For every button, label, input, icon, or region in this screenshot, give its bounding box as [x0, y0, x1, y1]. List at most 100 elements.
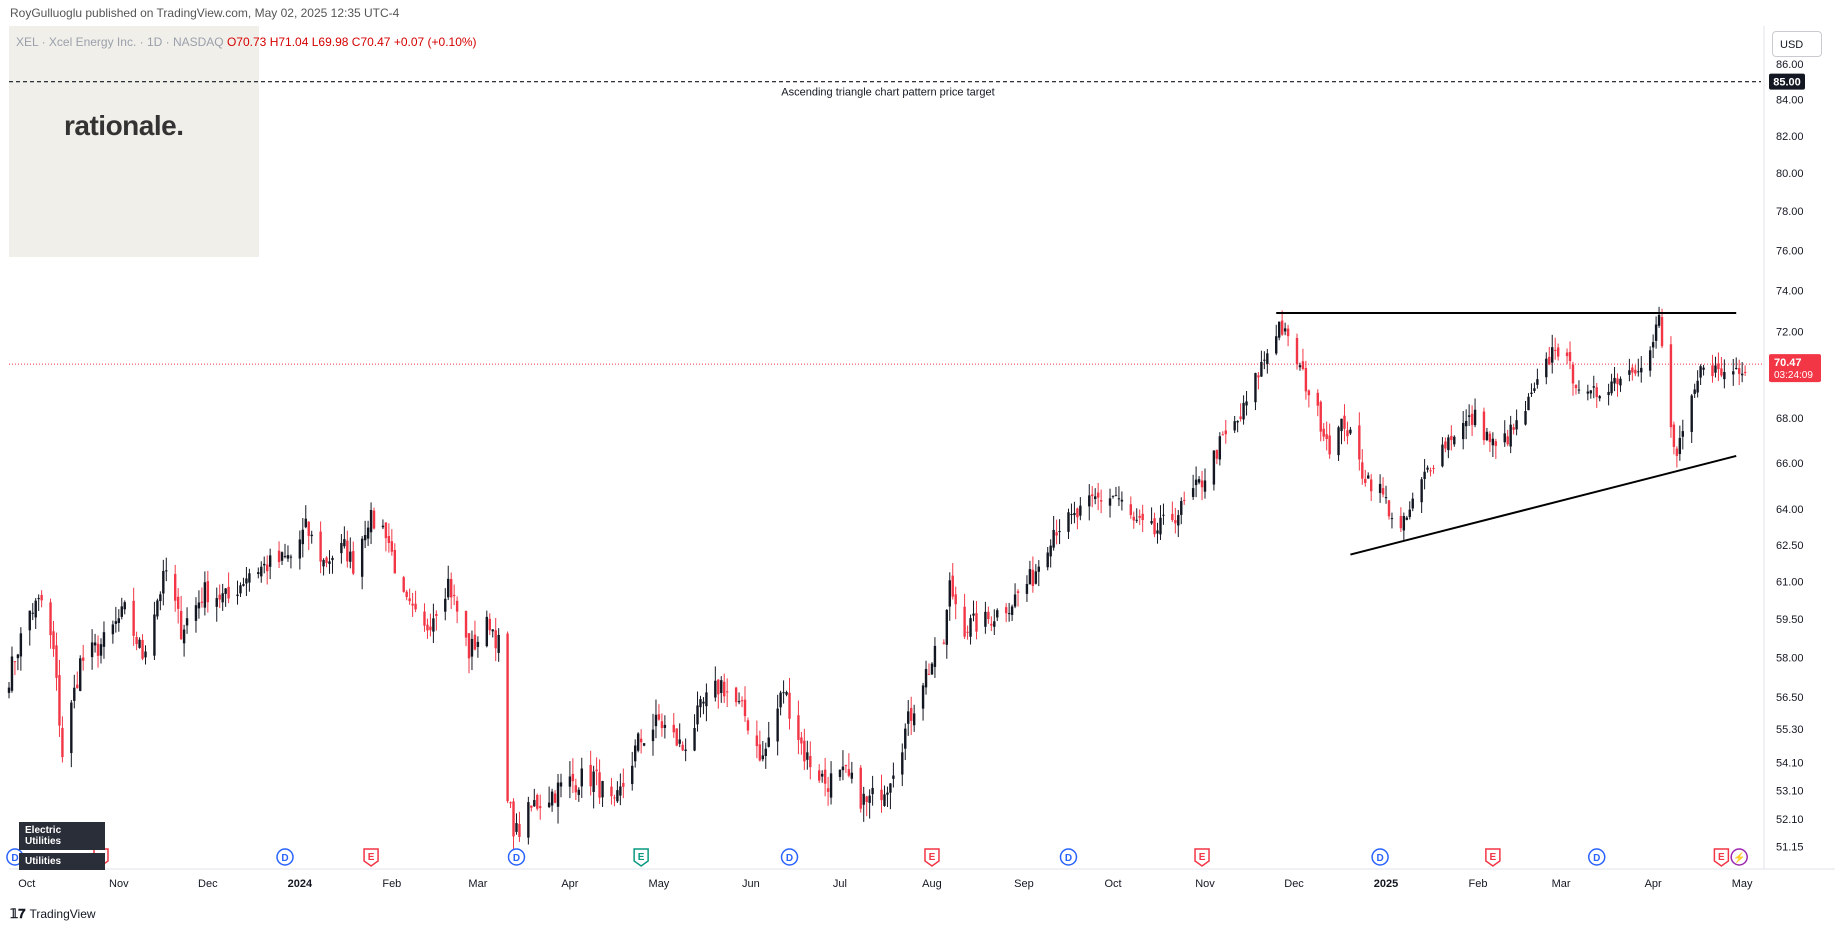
candle-body: [322, 559, 325, 567]
candle-body: [331, 557, 334, 561]
earnings-marker-icon[interactable]: [1713, 848, 1730, 867]
dividend-marker-icon[interactable]: [1371, 848, 1389, 866]
candle-body: [343, 539, 346, 547]
candle-body: [1132, 516, 1135, 521]
time-tick-label: Mar: [468, 878, 487, 890]
candle-body: [639, 738, 643, 743]
price-axis[interactable]: 51.15 52.10 53.10 54.10 55.30 56.50 58.00 59.50…: [1776, 59, 1804, 854]
candle-body: [1595, 387, 1598, 398]
dividend-marker-icon[interactable]: [1059, 848, 1078, 866]
candle-body: [1236, 420, 1239, 423]
candle-body: [993, 621, 996, 627]
candle-body: [135, 637, 138, 645]
candle-body: [435, 613, 438, 616]
candle-body: [1387, 500, 1391, 517]
candle-body: [1640, 367, 1643, 373]
dividend-marker-letter: D: [1065, 853, 1072, 864]
candle-body: [1200, 480, 1204, 488]
candle-body: [892, 775, 895, 779]
candle-body: [1509, 424, 1512, 447]
candle-body: [1088, 495, 1091, 507]
candle-body: [506, 633, 509, 802]
candle-body: [996, 610, 999, 618]
candle-body: [921, 685, 925, 709]
candle-body: [218, 594, 221, 600]
candle-body: [117, 618, 121, 623]
candle-body: [1533, 388, 1536, 391]
candle-body: [28, 610, 31, 631]
candle-body: [1470, 413, 1474, 425]
candle-body: [1295, 337, 1299, 365]
candle-body: [571, 773, 575, 782]
currency-button[interactable]: USD: [1772, 31, 1822, 57]
candle-body: [1337, 427, 1340, 456]
candle-body: [844, 765, 848, 767]
candle-body: [182, 629, 186, 644]
candle-body: [470, 638, 474, 657]
candle-body: [1515, 420, 1518, 430]
candle-body: [1648, 350, 1652, 371]
candle-body: [173, 574, 177, 601]
candle-body: [1283, 328, 1287, 332]
price-tick-label: 74.00: [1776, 285, 1804, 297]
candle-body: [381, 525, 385, 528]
candle-body: [512, 801, 515, 837]
candle-body: [1325, 434, 1328, 439]
candle-body: [1447, 437, 1450, 451]
candle-body: [1361, 462, 1364, 479]
candle-body: [651, 729, 655, 742]
time-axis[interactable]: Oct Nov Dec 2024 Feb Mar Apr May Jun Jul Aug Sep Oct…: [18, 878, 1753, 890]
candle-body: [7, 687, 11, 693]
last-price-label-bg: [1769, 354, 1821, 383]
candle-body: [123, 602, 126, 610]
earnings-marker-icon[interactable]: [363, 848, 379, 867]
lightning-icon: ⚡: [1733, 851, 1745, 864]
dividend-marker-icon[interactable]: [1587, 848, 1606, 866]
candle-body: [987, 611, 990, 620]
dividend-marker-icon[interactable]: [507, 848, 526, 866]
dividend-marker-icon[interactable]: [276, 848, 294, 866]
candle-body: [120, 606, 123, 617]
candle-body: [363, 535, 367, 541]
candle-body: [449, 579, 453, 598]
legend-symbol: XEL · Xcel Energy Inc. · 1D · NASDAQ: [16, 35, 224, 49]
candle-body: [319, 531, 322, 562]
candle-body: [553, 793, 557, 803]
candle-body: [1177, 515, 1180, 526]
candle-body: [595, 769, 598, 772]
bar-countdown: 03:24:09: [1774, 370, 1813, 381]
candle-body: [1482, 411, 1486, 441]
candle-body: [616, 790, 619, 802]
candle-body: [176, 596, 180, 609]
earnings-marker-icon[interactable]: [633, 848, 649, 867]
candle-body: [141, 639, 144, 659]
dividend-marker-icon[interactable]: [780, 848, 799, 866]
time-tick-label: Apr: [561, 878, 578, 890]
candle-body: [455, 600, 459, 612]
candle-body: [533, 800, 536, 807]
candle-body: [1494, 441, 1498, 446]
earnings-marker-icon[interactable]: [924, 848, 940, 867]
split-event-icon[interactable]: [1730, 848, 1748, 866]
candle-body: [1527, 396, 1530, 411]
candle-body: [13, 661, 17, 663]
candle-body: [663, 724, 667, 728]
candle-body: [1574, 384, 1578, 389]
candle-body: [622, 782, 625, 787]
time-tick-label: Mar: [1552, 878, 1571, 890]
earnings-marker-icon[interactable]: [1194, 848, 1210, 867]
earnings-marker-icon[interactable]: [1485, 848, 1501, 867]
support-trendline[interactable]: [1350, 454, 1737, 556]
candle-body: [384, 522, 388, 539]
candle-body: [633, 745, 637, 762]
candle-body: [1180, 501, 1183, 515]
tradingview-brand[interactable]: 𝟙𝟕 TradingView: [10, 906, 96, 922]
candle-body: [162, 570, 165, 594]
candle-body: [942, 642, 946, 644]
candle-body: [467, 633, 471, 659]
candle-body: [924, 668, 928, 688]
time-tick-label: Oct: [18, 878, 35, 890]
time-tick-label: 2025: [1374, 878, 1398, 890]
legend-high: H71.04: [269, 35, 309, 49]
